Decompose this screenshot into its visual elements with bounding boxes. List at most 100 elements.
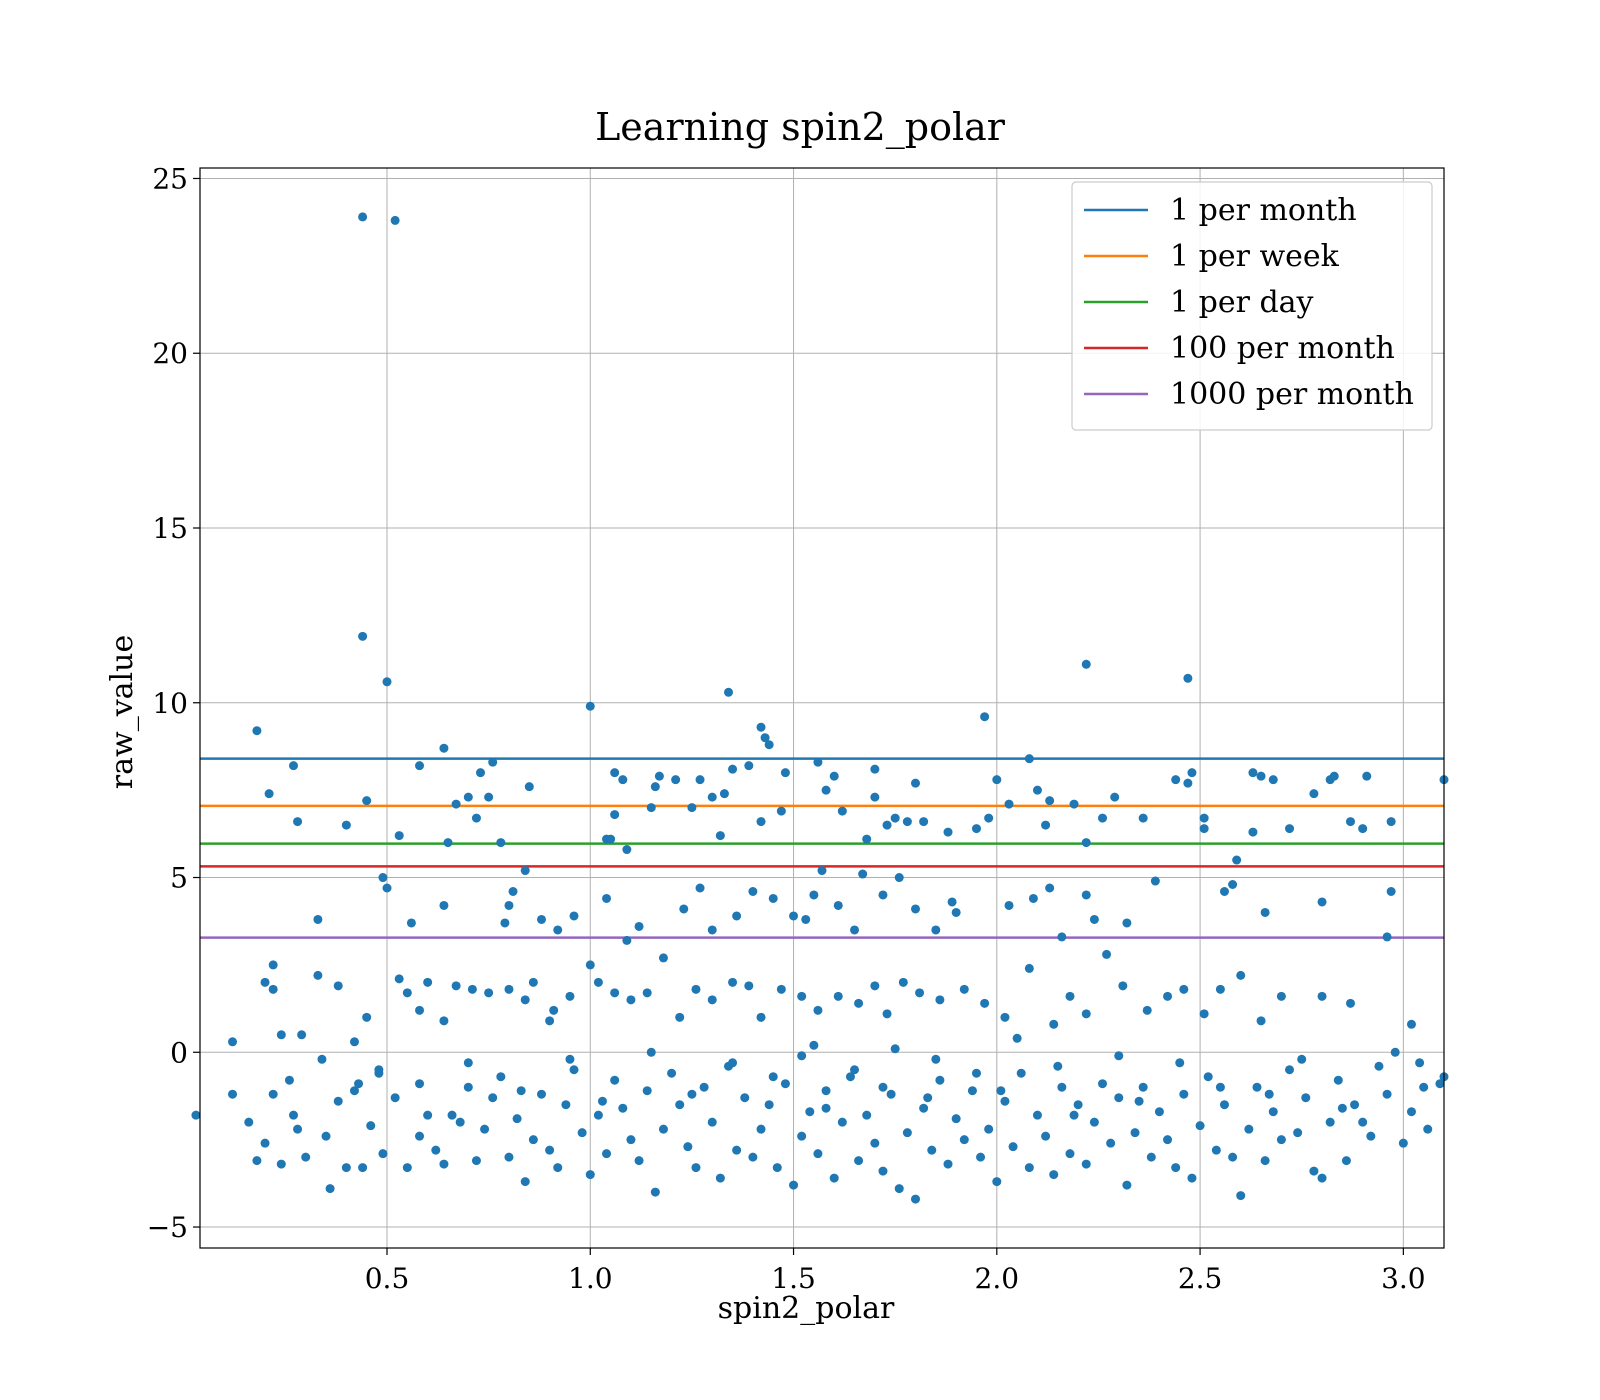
data-point (898, 977, 908, 987)
data-point (821, 785, 831, 795)
data-point (1329, 771, 1339, 781)
data-point (772, 1163, 782, 1173)
data-point (626, 1135, 636, 1145)
data-point (902, 817, 912, 827)
data-point (1171, 1163, 1181, 1173)
data-point (1138, 813, 1148, 823)
data-point (415, 1005, 425, 1015)
data-point (801, 914, 811, 924)
data-point (780, 768, 790, 778)
data-point (715, 831, 725, 841)
data-point (1285, 824, 1295, 834)
data-point (671, 775, 681, 785)
data-point (1317, 897, 1327, 907)
data-point (870, 981, 880, 991)
data-point (268, 1089, 278, 1099)
data-point (1118, 981, 1128, 991)
x-tick-label: 0.5 (365, 1262, 410, 1295)
data-point (675, 1012, 685, 1022)
data-point (593, 1110, 603, 1120)
data-point (691, 984, 701, 994)
data-point (626, 995, 636, 1005)
data-point (894, 873, 904, 883)
data-point (971, 824, 981, 834)
data-point (602, 893, 612, 903)
data-point (455, 1117, 465, 1127)
data-point (813, 1149, 823, 1159)
data-point (1333, 1075, 1343, 1085)
data-point (1110, 792, 1120, 802)
data-point (333, 1096, 343, 1106)
data-point (268, 984, 278, 994)
data-point (650, 1187, 660, 1197)
data-point (715, 1173, 725, 1183)
data-point (1195, 1121, 1205, 1131)
data-point (341, 820, 351, 830)
data-point (1089, 1117, 1099, 1127)
data-point (1199, 813, 1209, 823)
data-point (382, 677, 392, 687)
data-point (1000, 1012, 1010, 1022)
data-point (707, 1117, 717, 1127)
data-point (845, 1072, 855, 1082)
data-point (289, 1110, 299, 1120)
data-point (1260, 907, 1270, 917)
data-point (488, 757, 498, 767)
data-point (484, 988, 494, 998)
data-point (1236, 970, 1246, 980)
data-point (634, 1156, 644, 1166)
data-point (508, 886, 518, 896)
data-point (423, 1110, 433, 1120)
data-point (1341, 1156, 1351, 1166)
data-point (1004, 900, 1014, 910)
data-point (313, 970, 323, 980)
data-point (1028, 893, 1038, 903)
data-point (512, 1114, 522, 1124)
data-point (976, 1152, 986, 1162)
data-point (675, 1100, 685, 1110)
data-point (1179, 1089, 1189, 1099)
data-point (252, 1156, 262, 1166)
data-point (927, 1145, 937, 1155)
data-point (451, 981, 461, 991)
data-point (1187, 768, 1197, 778)
data-point (463, 1058, 473, 1068)
data-point (1057, 932, 1067, 942)
y-tick-label: 10 (152, 687, 188, 720)
data-point (829, 771, 839, 781)
data-point (837, 806, 847, 816)
data-point (504, 984, 514, 994)
data-point (585, 960, 595, 970)
data-point (1138, 1082, 1148, 1092)
data-point (1102, 949, 1112, 959)
data-point (1146, 1152, 1156, 1162)
data-point (1175, 1058, 1185, 1068)
chart-title: Learning spin2_polar (595, 105, 1006, 150)
data-point (553, 1163, 563, 1173)
data-point (618, 775, 628, 785)
data-point (817, 866, 827, 876)
data-point (858, 869, 868, 879)
data-point (931, 1054, 941, 1064)
data-point (1386, 817, 1396, 827)
data-point (488, 1093, 498, 1103)
x-axis-label: spin2_polar (718, 1291, 895, 1326)
data-point (1219, 1100, 1229, 1110)
data-point (1419, 1082, 1429, 1092)
data-point (679, 904, 689, 914)
y-tick-label: 0 (170, 1036, 188, 1069)
data-point (228, 1037, 238, 1047)
data-point (886, 1089, 896, 1099)
data-point (1219, 886, 1229, 896)
data-point (650, 782, 660, 792)
data-point (293, 817, 303, 827)
data-point (748, 1152, 758, 1162)
data-point (1150, 876, 1160, 886)
data-point (1016, 1068, 1026, 1078)
data-point (1114, 1051, 1124, 1061)
data-point (1256, 1016, 1266, 1026)
data-point (382, 883, 392, 893)
data-point (1187, 1173, 1197, 1183)
data-point (646, 1047, 656, 1057)
data-point (789, 911, 799, 921)
